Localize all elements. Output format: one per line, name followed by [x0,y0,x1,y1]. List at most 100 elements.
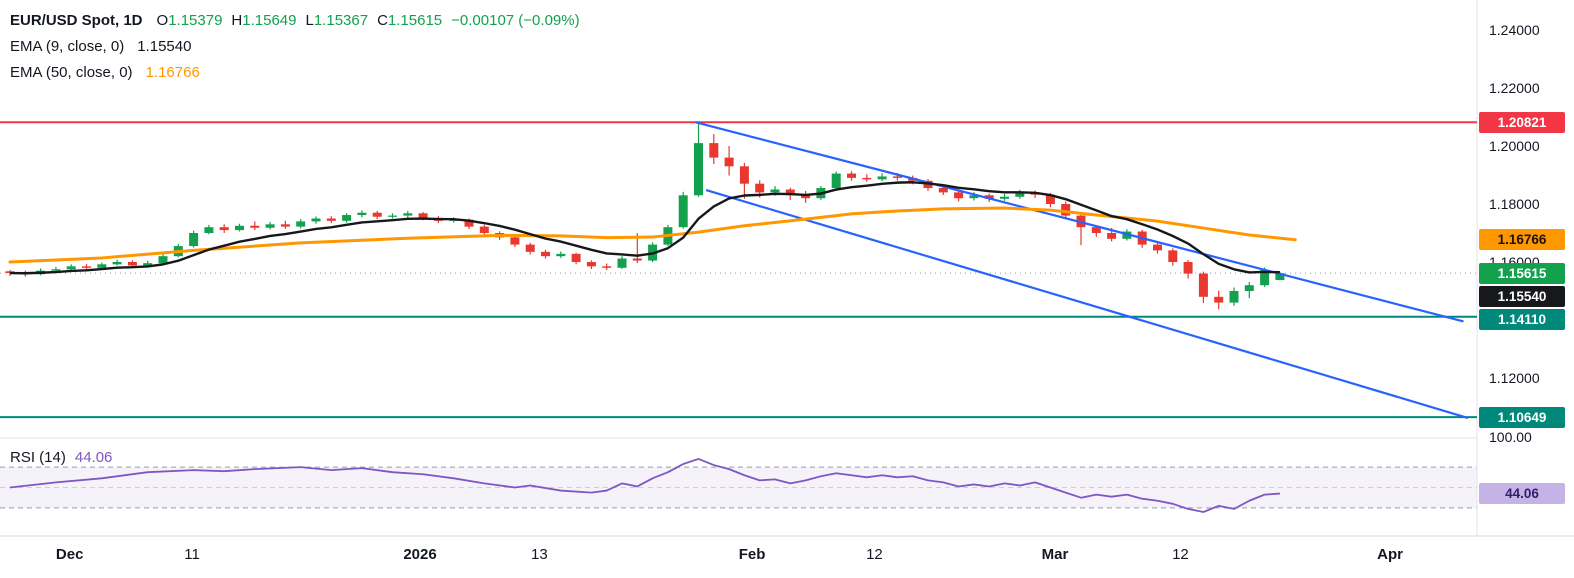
time-label[interactable]: 2026 [403,546,437,563]
rsi-value: 44.06 [74,449,113,466]
candle-body [877,176,887,180]
candle-body [954,192,964,199]
symbol-title: EUR/USD Spot, 1D [10,11,143,29]
candle-body [143,263,153,266]
candle-body [1275,273,1285,281]
rsi-indicator-row[interactable]: RSI (14) 44.06 [10,449,112,466]
ema50-label: EMA (50, close, 0) [10,63,133,81]
candle-body [311,218,321,222]
candle-body [632,258,642,261]
ohlc-low: L 1.15367 [305,11,369,29]
candle-body [112,262,122,265]
candle-body [724,157,734,167]
candle-body [1107,233,1117,239]
candle-body [372,212,382,217]
channel-upper-line [695,121,1464,323]
price-tick-label: 100.00 [1489,428,1532,445]
candle-body [984,195,994,199]
candle-body [388,215,397,217]
candle-body [127,262,137,266]
candle-body [280,224,290,227]
candle-body [326,218,336,221]
time-label[interactable]: 13 [531,546,548,563]
candle-body [831,173,841,189]
candle-body [403,213,413,216]
rsi-value-badge: 44.06 [1479,483,1565,505]
ema9-line [9,181,1280,275]
candle-body [770,189,780,193]
candle-body [66,266,76,270]
symbol-row[interactable]: EUR/USD Spot, 1D O 1.15379 H 1.15649 L 1.15… [10,7,580,33]
channel-lower-line [705,189,1469,420]
rsi-line [9,458,1280,513]
candle-body [602,266,612,268]
candle-body [510,237,520,245]
candle-body [265,224,275,228]
candle-body [755,183,765,193]
support1-price-badge: 1.14110 [1479,308,1565,330]
candle-body [1061,204,1071,216]
candle-body [1000,196,1009,199]
time-label[interactable]: Feb [738,546,766,563]
time-label[interactable]: 12 [866,546,883,563]
ema9-price-badge: 1.15540 [1479,285,1565,307]
time-label[interactable]: 12 [1172,546,1189,563]
candle-body [51,269,61,271]
time-label[interactable]: Dec [55,546,84,563]
ema50-row[interactable]: EMA (50, close, 0) 1.16766 [10,59,580,85]
rsi-label: RSI (14) [10,449,66,466]
candle-body [204,227,214,233]
ohlc-close: C 1.15615 [377,11,443,29]
candle-body [969,195,979,199]
price-axis[interactable]: 1.240001.220001.200001.180001.160001.120… [1477,0,1574,536]
candle-body [709,143,719,158]
candle-body [1045,194,1055,204]
support2-price-badge: 1.10649 [1479,406,1565,428]
candle-body [1229,291,1239,303]
candle-body [1168,250,1178,262]
candle-body [158,256,168,264]
candle-body [235,225,244,231]
change-value: −0.00107 (−0.09%) [451,11,580,29]
price-tick-label: 1.18000 [1489,196,1540,212]
candle-body [525,244,535,252]
candle-body [418,213,428,218]
ema9-row[interactable]: EMA (9, close, 0) 1.15540 [10,33,580,59]
candle-body [1260,270,1270,286]
candle-body [1183,262,1193,274]
candle-body [801,195,811,199]
time-label[interactable]: 11 [184,546,200,563]
candle-body [189,233,199,247]
time-axis[interactable]: Dec 11 2026 13 Feb 12 Mar 12 Apr [0,536,1574,578]
candle-body [1244,285,1254,291]
candle-body [342,215,352,221]
candle-body [785,189,795,196]
candle-body [357,212,367,216]
time-label[interactable]: Apr [1377,546,1403,563]
ema9-value: 1.15540 [137,37,192,55]
candle-body [82,266,91,268]
candle-body [938,188,948,193]
candle-body [1198,273,1208,297]
price-tick-label: 1.20000 [1489,138,1540,154]
candle-body [1091,227,1101,233]
time-label[interactable]: Mar [1041,546,1069,563]
price-tick-label: 1.24000 [1489,22,1540,38]
candle-body [250,225,260,228]
candle-body [1214,296,1224,303]
ema50-price-badge: 1.16766 [1479,229,1565,251]
chart-legend: EUR/USD Spot, 1D O 1.15379 H 1.15649 L 1.15… [10,7,580,85]
candle-body [97,264,107,268]
candle-body [1015,192,1025,197]
candle-body [5,271,15,274]
candle-body [296,221,306,227]
candle-body [862,177,872,180]
candle-body [586,262,596,267]
candle-body [694,143,703,196]
candle-body [541,251,550,257]
candle-body [847,173,856,178]
candle-body [617,258,627,268]
candle-body [739,166,749,184]
price-tick-label: 1.12000 [1489,370,1540,386]
